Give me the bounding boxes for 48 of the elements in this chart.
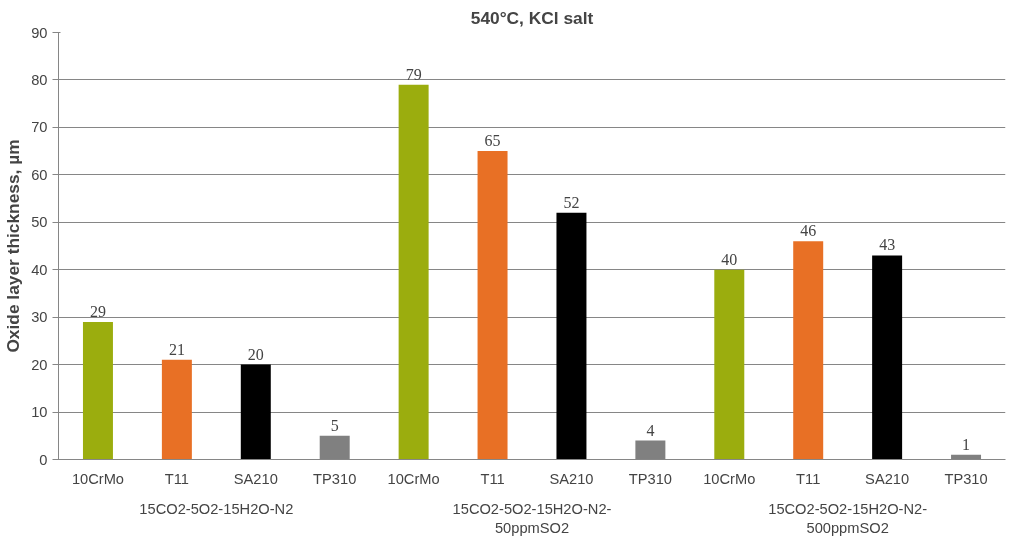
bar: [161, 359, 192, 460]
data-label: 5: [330, 416, 339, 434]
y-tick-label: 30: [31, 309, 48, 326]
x-tick-label: T11: [164, 470, 189, 487]
data-label: 21: [168, 340, 185, 358]
bar: [714, 269, 745, 460]
text: 15CO2-5O2-15H2O-N2- 50ppmSO2: [452, 500, 612, 536]
data-label: 1: [962, 435, 971, 453]
y-tick-label: 60: [31, 166, 48, 183]
text: 15CO2-5O2-15H2O-N2: [139, 500, 294, 517]
data-label: 4: [646, 421, 655, 439]
bar: [240, 364, 271, 460]
data-label: 20: [247, 345, 264, 363]
x-tick-label: TP310: [628, 470, 672, 487]
data-label: 46: [800, 222, 817, 240]
x-tick-label: 10CrMo: [71, 470, 125, 487]
x-tick-label: TP310: [944, 470, 988, 487]
y-axis-title: Oxide layer thickness, µm: [3, 139, 24, 353]
x-tick-label: 10CrMo: [387, 470, 440, 487]
x-tick-label: T11: [796, 470, 821, 487]
text: 15CO2-5O2-15H2O-N2- 500ppmSO2: [768, 500, 928, 536]
y-tick-label: 0: [39, 451, 48, 468]
x-tick-label: T11: [480, 470, 505, 487]
data-label: 52: [563, 193, 580, 211]
bar: [793, 241, 824, 460]
bar: [398, 84, 429, 460]
x-tick-label: SA210: [865, 470, 910, 487]
y-tick-label: 20: [31, 356, 48, 373]
y-tick-label: 50: [31, 214, 48, 231]
x-tick-label: SA210: [549, 470, 594, 487]
x-tick-label: TP310: [313, 470, 357, 487]
y-tick-label: 10: [31, 404, 48, 421]
bar: [477, 151, 508, 460]
y-tick-label: 70: [31, 119, 48, 136]
data-label: 29: [89, 302, 106, 320]
data-label: 79: [405, 65, 422, 83]
y-tick-label: 90: [31, 24, 48, 41]
y-tick-label: 40: [31, 261, 48, 278]
x-tick-label: 10CrMo: [703, 470, 756, 487]
data-label: 43: [879, 236, 896, 254]
bar: [872, 255, 903, 460]
bar: [82, 321, 113, 460]
data-label: 65: [484, 132, 501, 150]
x-tick-label: SA210: [233, 470, 278, 487]
y-tick-label: 80: [31, 71, 48, 88]
data-label: 40: [721, 250, 738, 268]
chart-title: 540°C, KCl salt: [470, 7, 594, 28]
bar: [556, 212, 587, 460]
